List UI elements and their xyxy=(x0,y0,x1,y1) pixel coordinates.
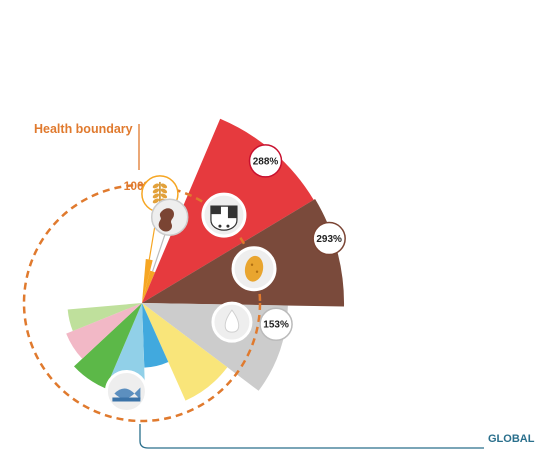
sector-legumes xyxy=(67,303,142,331)
health-boundary-label: Health boundary xyxy=(34,122,133,136)
value-label-text: 288% xyxy=(253,156,279,167)
scope-bracket-line xyxy=(139,424,484,449)
cow-icon xyxy=(201,192,247,238)
sector-fruits xyxy=(66,303,142,359)
fish-icon xyxy=(104,370,148,414)
potato-icon xyxy=(231,246,277,292)
value-labels-layer: 288% 293% 153% xyxy=(248,144,346,341)
milk-drop-icon xyxy=(211,301,253,343)
sector-whole-grains xyxy=(142,259,153,303)
value-label-badge xyxy=(312,221,346,256)
scope-label: GLOBAL xyxy=(488,433,535,445)
icons-layer xyxy=(104,175,277,414)
scope-layer: GLOBAL xyxy=(139,424,535,449)
sector-nuts xyxy=(142,270,155,303)
value-label-badge xyxy=(259,307,293,341)
value-label-dairy: 153% xyxy=(259,307,293,341)
value-label-starchy-vegetables: 293% xyxy=(312,221,346,256)
value-label-text: 153% xyxy=(263,320,289,331)
peanut-icon xyxy=(150,198,189,236)
sector-fish-pale xyxy=(106,303,146,393)
sectors-layer xyxy=(66,118,345,401)
boundary-layer: Health boundary 100% xyxy=(22,122,262,423)
value-label-text: 293% xyxy=(316,234,342,245)
sector-fish xyxy=(142,303,169,368)
sector-eggs xyxy=(142,303,228,401)
value-label-beef-lamb: 288% xyxy=(248,144,283,178)
health-boundary-circle xyxy=(22,183,262,423)
value-label-badge xyxy=(248,144,283,178)
sector-vegetables xyxy=(74,303,142,389)
